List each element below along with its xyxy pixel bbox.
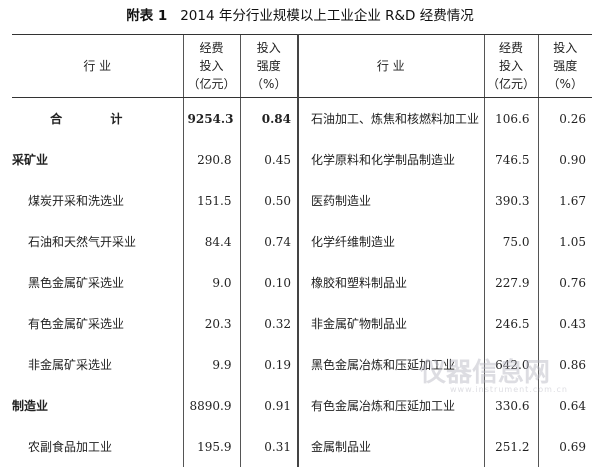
expenditure-value: 20.3: [182, 303, 240, 344]
table-row: 有色金属矿采选业 20.3 0.32 非金属矿物制品业 246.5 0.43: [12, 303, 592, 344]
header-expenditure-right: 经费 投入 （亿元）: [483, 34, 538, 98]
intensity-value: 0.45: [239, 139, 298, 180]
industry-name: 非金属矿采选业: [28, 358, 113, 372]
industry-name: 有色金属矿采选业: [28, 317, 125, 331]
expenditure-value: 151.5: [182, 180, 240, 221]
header-expenditure-left: 经费 投入 （亿元）: [182, 34, 240, 98]
intensity-value: 1.05: [537, 221, 592, 262]
industry-name: 化学原料和化学制品制造业: [297, 139, 484, 180]
intensity-value: 0.84: [239, 97, 298, 139]
header-intensity-right: 投入 强度 （%）: [537, 34, 592, 98]
header-industry-right: 行 业: [297, 34, 484, 98]
table-row: 非金属矿采选业 9.9 0.19 黑色金属冶炼和压延加工业 642.0 0.86: [12, 344, 592, 385]
expenditure-value: 227.9: [483, 262, 538, 303]
industry-name: 采矿业: [12, 153, 49, 167]
expenditure-value: 246.5: [483, 303, 538, 344]
industry-name: 非金属矿物制品业: [297, 303, 484, 344]
expenditure-value: 290.8: [182, 139, 240, 180]
header-industry-left: 行 业: [12, 34, 183, 98]
expenditure-value: 251.2: [483, 426, 538, 467]
expenditure-value: 9.0: [182, 262, 240, 303]
rd-expenditure-table: 行 业 经费 投入 （亿元） 投入 强度 （%） 行 业 经费 投入 （亿元） 投入 强度 （%…: [12, 34, 592, 467]
table-row: 合 计 9254.3 0.84 石油加工、炼焦和核燃料加工业 106.6 0.26: [12, 97, 592, 139]
industry-name: 化学纤维制造业: [297, 221, 484, 262]
table-row: 采矿业 290.8 0.45 化学原料和化学制品制造业 746.5 0.90: [12, 139, 592, 180]
industry-name: 农副食品加工业: [28, 440, 113, 454]
industry-name: 黑色金属冶炼和压延加工业: [297, 344, 484, 385]
expenditure-value: 390.3: [483, 180, 538, 221]
table-row: 农副食品加工业 195.9 0.31 金属制品业 251.2 0.69: [12, 426, 592, 467]
expenditure-value: 195.9: [182, 426, 240, 467]
expenditure-value: 106.6: [483, 97, 538, 139]
industry-name: 煤炭开采和洗选业: [28, 194, 125, 208]
intensity-value: 0.26: [537, 97, 592, 139]
industry-name: 石油加工、炼焦和核燃料加工业: [297, 97, 484, 139]
table-number: 附表 1: [126, 8, 168, 24]
expenditure-value: 642.0: [483, 344, 538, 385]
intensity-value: 0.69: [537, 426, 592, 467]
intensity-value: 0.43: [537, 303, 592, 344]
industry-name: 医药制造业: [297, 180, 484, 221]
intensity-value: 0.74: [239, 221, 298, 262]
table-title-text: 2014 年分行业规模以上工业企业 R&D 经费情况: [180, 8, 474, 24]
table-row: 黑色金属矿采选业 9.0 0.10 橡胶和塑料制品业 227.9 0.76: [12, 262, 592, 303]
intensity-value: 0.50: [239, 180, 298, 221]
expenditure-value: 84.4: [182, 221, 240, 262]
intensity-value: 0.19: [239, 344, 298, 385]
intensity-value: 0.31: [239, 426, 298, 467]
industry-name: 橡胶和塑料制品业: [297, 262, 484, 303]
industry-name: 石油和天然气开采业: [28, 235, 137, 249]
industry-name: 合 计: [50, 112, 145, 126]
intensity-value: 0.32: [239, 303, 298, 344]
expenditure-value: 9.9: [182, 344, 240, 385]
watermark-logo: 仪器信息网 www.instrument.com.cn: [420, 358, 568, 394]
intensity-value: 1.67: [537, 180, 592, 221]
table-row: 煤炭开采和洗选业 151.5 0.50 医药制造业 390.3 1.67: [12, 180, 592, 221]
intensity-value: 0.10: [239, 262, 298, 303]
expenditure-value: 75.0: [483, 221, 538, 262]
intensity-value: 0.86: [537, 344, 592, 385]
expenditure-value: 746.5: [483, 139, 538, 180]
header-row: 行 业 经费 投入 （亿元） 投入 强度 （%） 行 业 经费 投入 （亿元） 投入 强度 （%…: [12, 34, 592, 98]
industry-name: 金属制品业: [297, 426, 484, 467]
intensity-value: 0.76: [537, 262, 592, 303]
header-intensity-left: 投入 强度 （%）: [239, 34, 298, 98]
table-row: 石油和天然气开采业 84.4 0.74 化学纤维制造业 75.0 1.05: [12, 221, 592, 262]
intensity-value: 0.90: [537, 139, 592, 180]
table-title: 附表 1 2014 年分行业规模以上工业企业 R&D 经费情况: [0, 4, 600, 24]
industry-name: 黑色金属矿采选业: [28, 276, 125, 290]
expenditure-value: 9254.3: [182, 97, 240, 139]
